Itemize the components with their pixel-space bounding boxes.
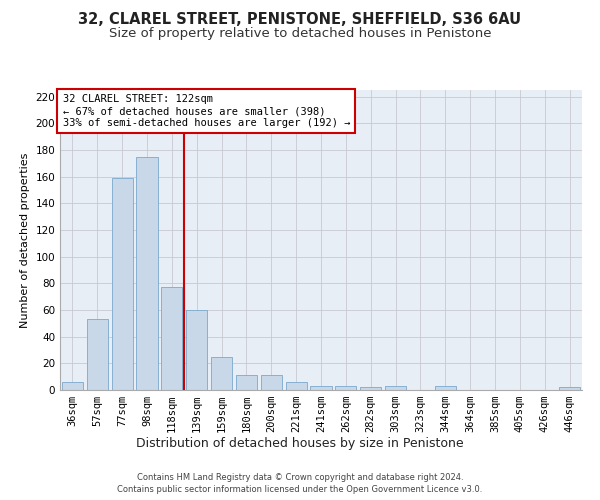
Bar (161, 288, 182, 390)
Bar (360, 388, 381, 390)
Text: Distribution of detached houses by size in Penistone: Distribution of detached houses by size … (136, 438, 464, 450)
Bar (62, 382, 83, 390)
Bar (286, 382, 307, 390)
Text: Size of property relative to detached houses in Penistone: Size of property relative to detached ho… (109, 28, 491, 40)
Bar (136, 156, 158, 390)
Bar (559, 388, 580, 390)
Bar (435, 386, 456, 390)
Bar (335, 386, 356, 390)
Y-axis label: Number of detached properties: Number of detached properties (20, 152, 30, 328)
Text: 32, CLAREL STREET, PENISTONE, SHEFFIELD, S36 6AU: 32, CLAREL STREET, PENISTONE, SHEFFIELD,… (79, 12, 521, 28)
Bar (236, 376, 257, 390)
Text: Contains public sector information licensed under the Open Government Licence v3: Contains public sector information licen… (118, 485, 482, 494)
Bar (310, 386, 332, 390)
Bar (211, 356, 232, 390)
Bar (385, 386, 406, 390)
Text: Contains HM Land Registry data © Crown copyright and database right 2024.: Contains HM Land Registry data © Crown c… (137, 472, 463, 482)
Text: 32 CLAREL STREET: 122sqm
← 67% of detached houses are smaller (398)
33% of semi-: 32 CLAREL STREET: 122sqm ← 67% of detach… (62, 94, 350, 128)
Bar (87, 320, 108, 390)
Bar (112, 178, 133, 390)
Bar (186, 310, 207, 390)
Bar (261, 376, 282, 390)
